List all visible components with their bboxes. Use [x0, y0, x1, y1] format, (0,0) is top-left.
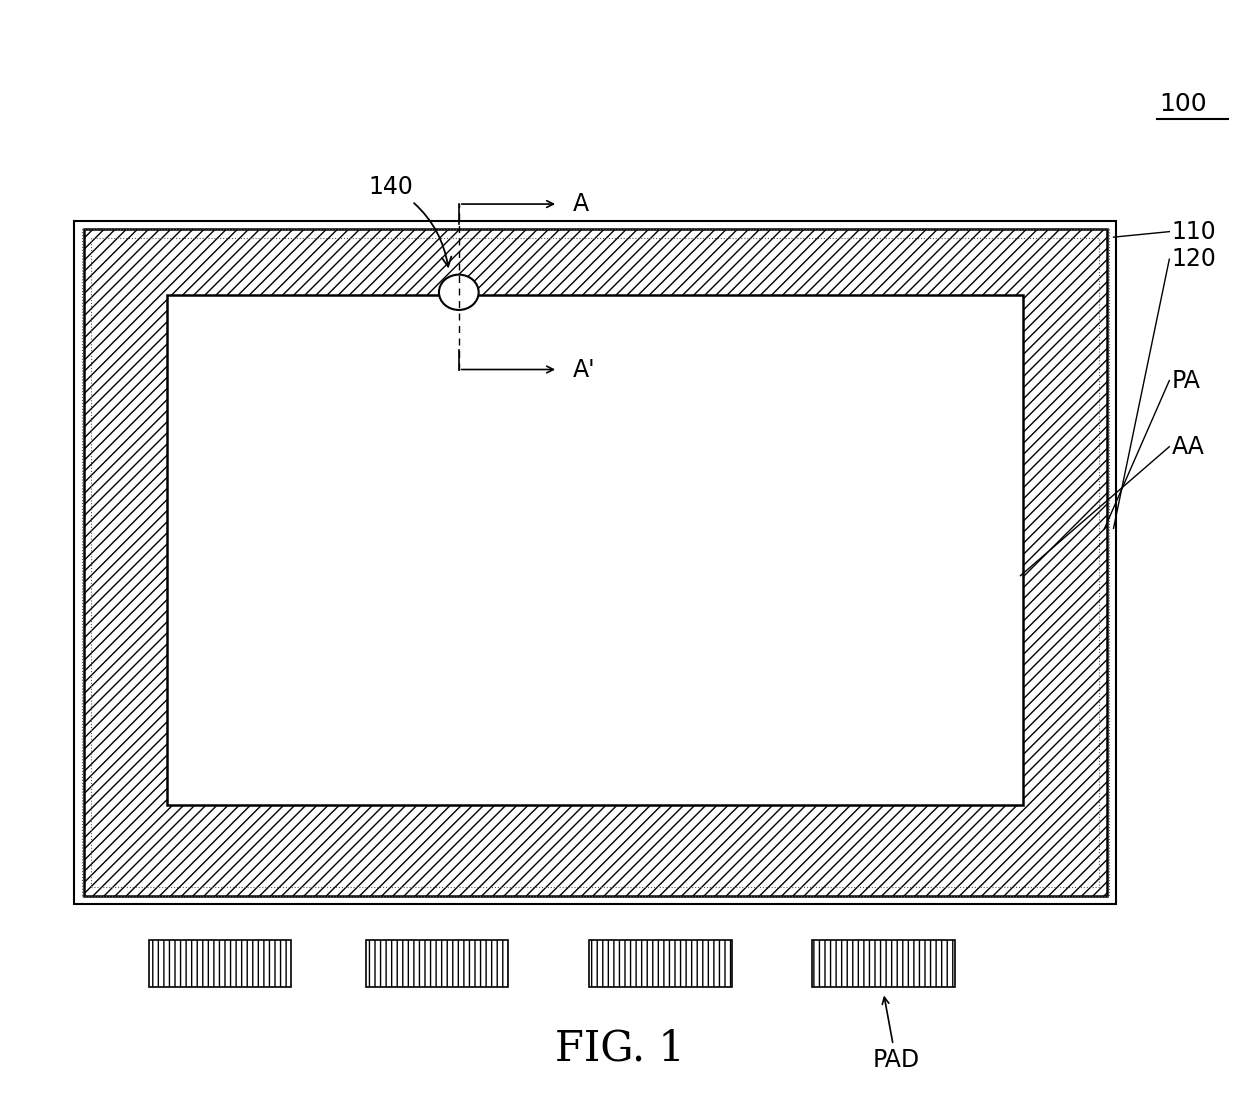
Circle shape [439, 275, 479, 310]
Bar [74, 221, 1116, 904]
Text: A: A [573, 192, 589, 216]
Bar [589, 940, 732, 987]
Bar [82, 229, 1109, 896]
Text: 110: 110 [1172, 219, 1216, 244]
Bar [812, 940, 955, 987]
Bar [366, 940, 508, 987]
Bar [84, 229, 1107, 896]
Bar [92, 238, 1099, 887]
Text: 100: 100 [1159, 92, 1207, 116]
Text: PA: PA [1172, 368, 1200, 393]
Text: FIG. 1: FIG. 1 [556, 1028, 684, 1070]
Text: PAD: PAD [872, 997, 920, 1072]
Text: 140: 140 [368, 174, 451, 267]
Text: 120: 120 [1172, 247, 1216, 271]
Bar [149, 940, 291, 987]
Text: AA: AA [1172, 435, 1205, 459]
Text: A': A' [573, 357, 595, 382]
Bar [167, 295, 1023, 805]
